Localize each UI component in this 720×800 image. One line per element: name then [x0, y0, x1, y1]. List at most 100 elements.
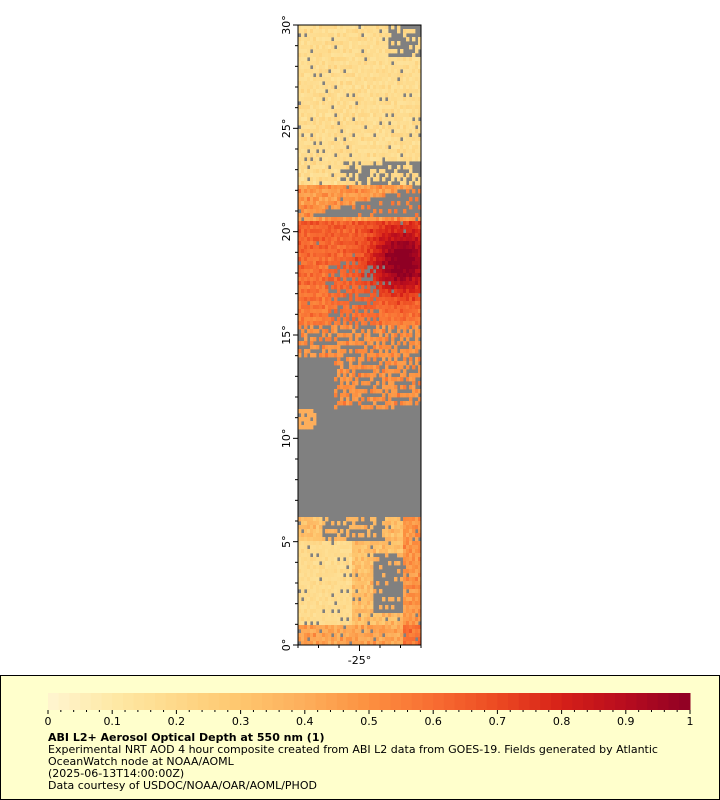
aod-pixel	[313, 137, 317, 142]
aod-pixel	[322, 109, 326, 114]
aod-pixel	[409, 317, 413, 322]
aod-pixel	[298, 233, 302, 238]
aod-pixel	[376, 405, 380, 410]
aod-pixel	[388, 237, 392, 242]
aod-pixel	[328, 297, 332, 302]
aod-pixel	[334, 269, 338, 274]
aod-pixel	[355, 289, 359, 294]
aod-pixel	[409, 585, 413, 590]
aod-pixel	[340, 89, 344, 94]
aod-pixel	[379, 349, 383, 354]
aod-pixel	[355, 257, 359, 262]
aod-pixel	[367, 261, 371, 266]
aod-pixel	[340, 353, 344, 358]
aod-pixel	[388, 397, 392, 402]
aod-pixel	[343, 229, 347, 234]
aod-pixel	[301, 413, 305, 418]
aod-pixel	[349, 553, 353, 558]
aod-pixel	[379, 589, 383, 594]
aod-pixel	[325, 129, 329, 134]
aod-pixel	[334, 37, 338, 42]
aod-pixel	[370, 125, 374, 130]
aod-pixel	[325, 57, 329, 62]
aod-pixel	[400, 349, 404, 354]
aod-pixel	[394, 637, 398, 642]
aod-pixel	[370, 161, 374, 166]
colorbar-ticks	[47, 710, 691, 714]
aod-pixel	[415, 257, 419, 262]
aod-pixel	[400, 261, 404, 266]
aod-pixel	[415, 277, 419, 282]
aod-pixel	[337, 373, 341, 378]
colorbar-segment	[144, 693, 156, 710]
aod-pixel	[391, 381, 395, 386]
aod-pixel	[412, 121, 416, 126]
aod-pixel	[298, 57, 302, 62]
aod-pixel	[316, 157, 320, 162]
aod-pixel	[409, 385, 413, 390]
aod-pixel	[385, 89, 389, 94]
aod-pixel	[334, 221, 338, 226]
aod-pixel	[325, 225, 329, 230]
aod-pixel	[391, 77, 395, 82]
colorbar-label: 0.1	[103, 715, 121, 728]
aod-pixel	[337, 229, 341, 234]
aod-pixel	[352, 197, 356, 202]
aod-pixel	[316, 201, 320, 206]
aod-pixel	[361, 305, 365, 310]
aod-pixel	[400, 553, 404, 558]
aod-pixel	[304, 77, 308, 82]
aod-pixel	[340, 313, 344, 318]
aod-pixel	[340, 541, 344, 546]
aod-pixel	[385, 229, 389, 234]
aod-pixel	[397, 25, 401, 30]
aod-pixel	[328, 193, 332, 198]
aod-pixel	[376, 245, 380, 250]
aod-pixel	[340, 597, 344, 602]
aod-pixel	[382, 617, 386, 622]
aod-pixel	[337, 345, 341, 350]
aod-pixel	[352, 561, 356, 566]
aod-pixel	[364, 33, 368, 38]
aod-pixel	[355, 237, 359, 242]
aod-pixel	[412, 61, 416, 66]
aod-pixel	[301, 33, 305, 38]
aod-pixel	[415, 289, 419, 294]
aod-pixel	[337, 137, 341, 142]
aod-pixel	[352, 381, 356, 386]
aod-pixel	[382, 25, 386, 30]
aod-pixel	[394, 561, 398, 566]
aod-pixel	[364, 305, 368, 310]
aod-pixel	[370, 633, 374, 638]
aod-pixel	[418, 333, 422, 338]
aod-pixel	[313, 281, 317, 286]
aod-pixel	[361, 29, 365, 34]
aod-pixel	[301, 289, 305, 294]
aod-pixel	[358, 53, 362, 58]
aod-pixel	[382, 41, 386, 46]
aod-pixel	[322, 133, 326, 138]
aod-pixel	[388, 133, 392, 138]
aod-pixel	[361, 261, 365, 266]
aod-pixel	[331, 613, 335, 618]
aod-pixel	[418, 525, 422, 530]
aod-pixel	[346, 289, 350, 294]
aod-pixel	[322, 641, 326, 646]
aod-pixel	[391, 353, 395, 358]
aod-pixel	[379, 637, 383, 642]
aod-pixel	[343, 125, 347, 130]
aod-pixel	[415, 537, 419, 542]
aod-pixel	[355, 633, 359, 638]
aod-pixel	[382, 621, 386, 626]
aod-pixel	[328, 537, 332, 542]
aod-pixel	[412, 637, 416, 642]
aod-pixel	[340, 237, 344, 242]
aod-pixel	[391, 89, 395, 94]
aod-pixel	[310, 557, 314, 562]
aod-pixel	[415, 325, 419, 330]
aod-pixel	[304, 217, 308, 222]
aod-pixel	[376, 237, 380, 242]
aod-pixel	[337, 585, 341, 590]
aod-pixel	[325, 61, 329, 66]
aod-pixel	[325, 637, 329, 642]
